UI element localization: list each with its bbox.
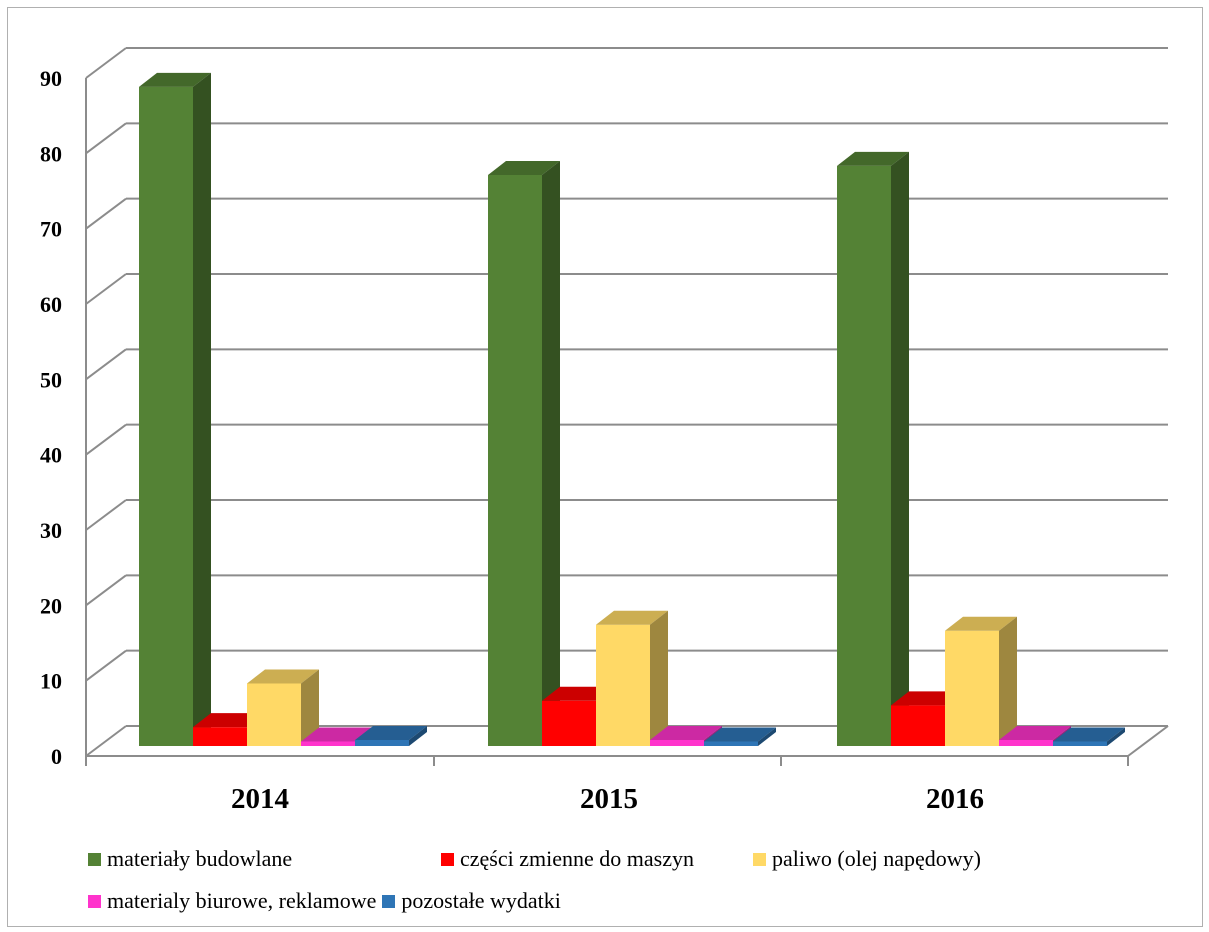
y-tick-label: 40 — [40, 443, 62, 468]
bar-side — [891, 151, 909, 746]
bar-top — [1053, 727, 1125, 742]
y-tick-label: 70 — [40, 217, 62, 242]
bar-front — [139, 86, 193, 747]
bar-top — [999, 725, 1071, 740]
bar-front — [999, 739, 1053, 746]
bar — [247, 669, 319, 746]
y-tick-label: 80 — [40, 141, 62, 166]
legend-item-paliwo: paliwo (olej napędowy) — [753, 846, 981, 872]
bar — [704, 727, 776, 746]
y-tick-label: 30 — [40, 518, 62, 543]
bar-side — [758, 727, 776, 746]
bar-front — [945, 630, 999, 746]
legend-label: materialy biurowe, reklamowe — [107, 888, 377, 913]
gridline-diagonal — [85, 197, 127, 230]
x-category-label: 2015 — [580, 783, 638, 815]
bar-side — [301, 669, 319, 746]
floor-edge — [1127, 725, 1169, 757]
legend-swatch — [382, 894, 396, 908]
legend-item-pozostale-wydatki: pozostałe wydatki — [382, 888, 561, 914]
legend-swatch — [88, 852, 101, 866]
bar-side — [999, 616, 1017, 746]
bar-front — [891, 705, 945, 746]
legend-item-materialy-biurowe: materialy biurowe, reklamowe — [88, 888, 376, 914]
legend: materiały budowlane części zmienne do ma… — [88, 838, 1188, 922]
bar-side — [1107, 727, 1125, 746]
bar — [945, 616, 1017, 746]
bar-side — [650, 610, 668, 746]
y-tick-label: 0 — [51, 744, 62, 769]
gridline-diagonal — [85, 423, 127, 456]
bar-top — [650, 725, 722, 740]
grid-layer — [85, 47, 1169, 766]
legend-label: pozostałe wydatki — [401, 888, 561, 913]
x-category-label: 2016 — [926, 783, 984, 815]
bar-side — [193, 72, 211, 747]
bar-side — [542, 160, 560, 746]
bar — [1053, 727, 1125, 746]
gridline-diagonal — [85, 348, 127, 381]
legend-item-materialy-budowlane: materiały budowlane — [88, 846, 441, 872]
bar-side — [409, 725, 427, 746]
gridline-diagonal — [85, 47, 127, 79]
labels-layer: 0 10 20 30 40 50 60 70 80 90 2014 2015 2016 — [40, 66, 984, 815]
bar-top — [704, 727, 776, 742]
bar-front — [704, 741, 758, 746]
bar-front — [542, 700, 596, 746]
bar — [596, 610, 668, 746]
y-tick-label: 90 — [40, 66, 62, 91]
gridline-diagonal — [85, 725, 127, 757]
bar — [837, 151, 909, 746]
legend-item-czesci-zmienne: części zmienne do maszyn — [441, 846, 753, 872]
legend-row-1: materiały budowlane części zmienne do ma… — [88, 838, 1188, 880]
bar-top — [301, 727, 373, 742]
bar-top — [837, 151, 909, 166]
y-tick-label: 50 — [40, 367, 62, 392]
gridline-diagonal — [85, 273, 127, 305]
bar-front — [247, 683, 301, 746]
legend-label: paliwo (olej napędowy) — [772, 846, 981, 871]
bar — [355, 725, 427, 746]
bars-layer — [139, 72, 1125, 747]
y-tick-label: 60 — [40, 292, 62, 317]
bar-top — [355, 725, 427, 740]
y-tick-label: 10 — [40, 669, 62, 694]
legend-swatch — [753, 852, 766, 866]
bar-top — [247, 669, 319, 684]
bar-front — [1053, 741, 1107, 746]
bar-top — [945, 616, 1017, 631]
bar — [488, 160, 560, 746]
bar-front — [488, 174, 542, 746]
legend-label: materiały budowlane — [107, 846, 293, 871]
gridline-diagonal — [85, 499, 127, 531]
legend-row-2: materialy biurowe, reklamowe pozostałe w… — [88, 880, 1188, 922]
y-tick-label: 20 — [40, 593, 62, 618]
bar-top — [596, 610, 668, 625]
gridline-diagonal — [85, 122, 127, 155]
bar-front — [355, 739, 409, 746]
bar-front — [837, 165, 891, 746]
gridline-diagonal — [85, 574, 127, 607]
bar-front — [301, 741, 355, 746]
bar-front — [596, 624, 650, 746]
legend-swatch — [441, 852, 454, 866]
legend-swatch — [88, 894, 101, 908]
bar-top — [488, 160, 560, 175]
bar-top — [139, 72, 211, 87]
bar — [139, 72, 211, 747]
x-category-label: 2014 — [231, 783, 289, 815]
bar-front — [650, 739, 704, 746]
legend-label: części zmienne do maszyn — [460, 846, 694, 871]
bar-front — [193, 727, 247, 746]
gridline-diagonal — [85, 649, 127, 682]
